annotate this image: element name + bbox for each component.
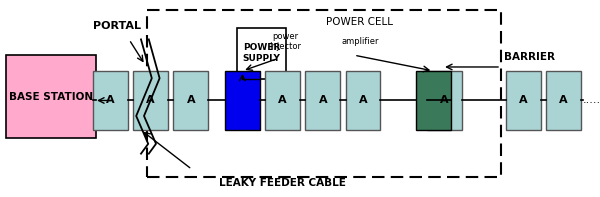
Text: A: A: [278, 96, 287, 105]
Text: A: A: [559, 96, 568, 105]
Text: amplifier: amplifier: [341, 37, 379, 46]
Text: POWER CELL: POWER CELL: [326, 17, 394, 27]
Bar: [147, 10, 501, 177]
Bar: [506, 71, 541, 130]
Text: power
Injector: power Injector: [269, 32, 301, 51]
Text: LEAKY FEEDER CABLE: LEAKY FEEDER CABLE: [218, 178, 346, 188]
Bar: [93, 71, 128, 130]
Text: A: A: [359, 96, 367, 105]
Bar: [546, 71, 581, 130]
Bar: [173, 71, 208, 130]
Text: A: A: [440, 96, 449, 105]
Text: A: A: [106, 96, 115, 105]
Text: A: A: [187, 96, 195, 105]
Text: PORTAL: PORTAL: [93, 21, 141, 31]
Bar: [305, 71, 340, 130]
Text: A: A: [319, 96, 327, 105]
Bar: [237, 28, 286, 79]
Bar: [133, 71, 168, 130]
Text: POWER
SUPPLY: POWER SUPPLY: [242, 44, 281, 63]
Text: .....: .....: [583, 96, 600, 105]
Bar: [225, 71, 260, 130]
Bar: [427, 71, 462, 130]
Text: BASE STATION: BASE STATION: [9, 92, 93, 101]
Bar: [6, 55, 96, 138]
Bar: [416, 71, 451, 130]
Text: A: A: [519, 96, 527, 105]
Text: A: A: [146, 96, 155, 105]
Text: BARRIER: BARRIER: [504, 52, 555, 62]
Bar: [265, 71, 300, 130]
Bar: [346, 71, 380, 130]
